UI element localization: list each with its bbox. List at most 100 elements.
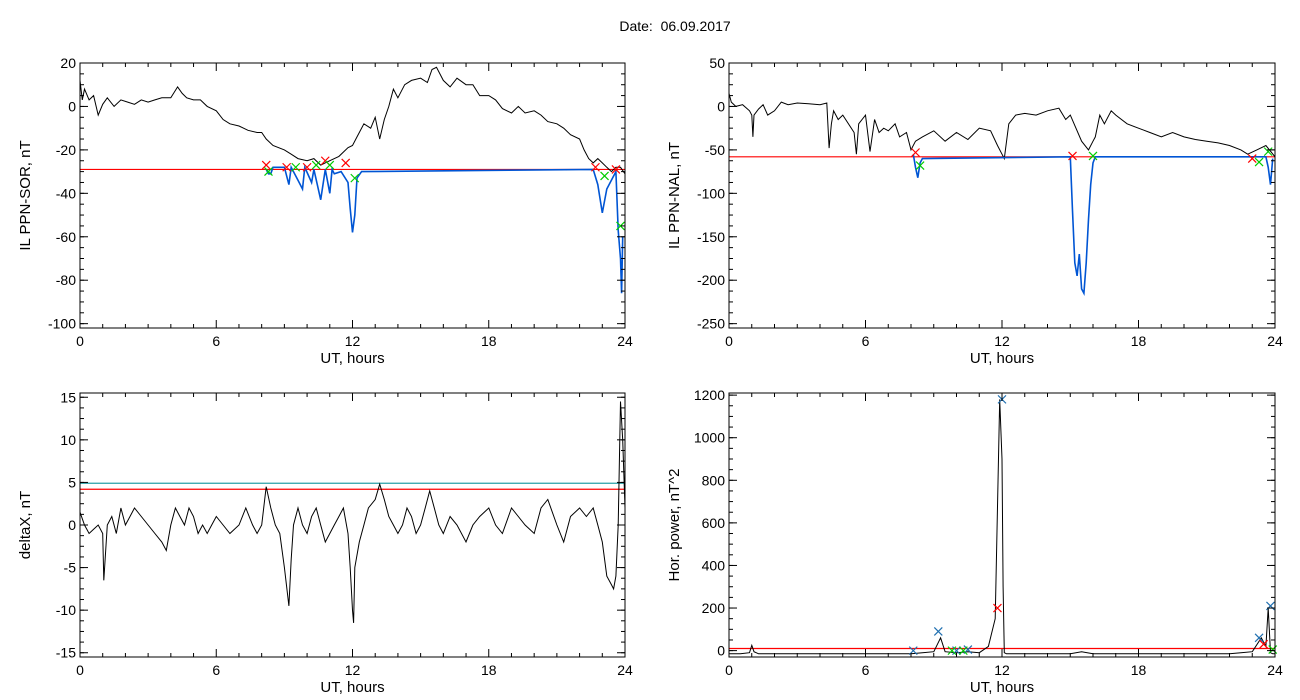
x-marker-stroke <box>958 646 968 656</box>
x-marker-stroke <box>325 160 335 170</box>
y-tick-label: 50 <box>709 55 725 71</box>
y-tick-label: 1000 <box>694 430 725 446</box>
y-axis-label: IL PPN-SOR, nT <box>17 140 34 250</box>
x-marker <box>611 165 621 174</box>
x-marker-stroke <box>350 173 360 183</box>
y-tick-label: -50 <box>705 142 725 158</box>
page-title: Date: 06.09.2017 <box>619 18 731 34</box>
y-tick-label: 15 <box>60 389 76 405</box>
y-tick-label: 20 <box>60 55 76 71</box>
x-marker <box>933 627 943 636</box>
x-marker <box>311 160 321 170</box>
x-marker <box>261 160 271 170</box>
y-tick-label: 0 <box>68 98 76 114</box>
x-marker-stroke <box>947 646 957 656</box>
x-marker-stroke <box>933 627 943 636</box>
x-tick-label: 24 <box>617 662 633 678</box>
plot-frame <box>79 62 626 329</box>
x-marker <box>911 148 920 157</box>
x-marker-stroke <box>311 160 321 170</box>
x-marker <box>350 173 360 183</box>
y-tick-label: -15 <box>56 645 76 661</box>
y-axis-label: Hor. power, nT^2 <box>666 469 683 582</box>
x-axis-label: UT, hours <box>970 350 1034 367</box>
x-marker <box>291 162 301 172</box>
x-marker <box>600 171 609 181</box>
y-tick-label: -200 <box>697 272 725 288</box>
x-marker <box>1247 154 1257 163</box>
x-marker <box>1254 157 1264 167</box>
x-marker-stroke <box>1247 154 1257 163</box>
event-series-line <box>265 164 624 294</box>
y-axis-label: IL PPN-NAL, nT <box>666 142 683 249</box>
x-marker <box>1254 633 1264 643</box>
x-tick-label: 6 <box>212 333 220 349</box>
y-tick-label: -40 <box>56 185 76 201</box>
x-tick-label: 12 <box>345 333 361 349</box>
panel-hor-power: 0 6 12 18 24 0 200 400 600 800 1000 1200 UT, hours Ho… <box>666 387 1283 696</box>
y-tick-label: -100 <box>48 316 76 332</box>
y-tick-label: 10 <box>60 432 76 448</box>
y-tick-label: 1200 <box>694 387 725 403</box>
x-axis-label: UT, hours <box>320 350 384 367</box>
event-series-line <box>912 154 1274 297</box>
panel-il-ppn-sor: 0 6 12 18 24 -100 -80 -60 -40 -20 0 20 UT, hours IL P… <box>17 55 633 367</box>
x-marker-stroke <box>291 162 301 172</box>
x-marker-stroke <box>911 148 920 157</box>
x-marker <box>1068 151 1077 161</box>
x-marker <box>616 221 625 231</box>
x-marker-stroke <box>1088 151 1098 161</box>
plot-frame <box>728 62 1276 329</box>
y-tick-label: 0 <box>68 517 76 533</box>
x-marker-stroke <box>616 221 625 231</box>
x-tick-label: 6 <box>862 662 870 678</box>
x-marker <box>591 162 600 172</box>
x-marker <box>1263 147 1273 157</box>
x-tick-label: 18 <box>481 333 497 349</box>
y-tick-label: -80 <box>56 272 76 288</box>
x-marker <box>1259 639 1269 649</box>
x-marker <box>1088 151 1098 161</box>
x-marker-stroke <box>915 161 925 170</box>
x-axis-label: UT, hours <box>970 679 1034 696</box>
y-tick-label: 200 <box>702 600 726 616</box>
x-tick-label: 6 <box>212 662 220 678</box>
x-tick-label: 0 <box>725 333 733 349</box>
x-tick-label: 24 <box>617 333 633 349</box>
panel-deltax: 0 6 12 18 24 -15 -10 -5 0 5 10 15 UT, hours deltaX, n… <box>17 389 633 696</box>
x-marker <box>302 162 312 172</box>
x-marker-stroke <box>611 165 621 174</box>
x-marker-stroke <box>261 160 271 170</box>
x-tick-label: 0 <box>725 662 733 678</box>
y-tick-label: 0 <box>717 98 725 114</box>
series-line <box>729 399 1275 655</box>
x-marker <box>993 603 1002 613</box>
plot-frame <box>79 392 626 658</box>
y-tick-label: -250 <box>697 316 725 332</box>
x-tick-label: 18 <box>1131 662 1147 678</box>
x-tick-label: 0 <box>76 333 84 349</box>
y-tick-label: 800 <box>702 472 726 488</box>
x-marker-stroke <box>1254 633 1264 643</box>
x-tick-label: 18 <box>1131 333 1147 349</box>
x-marker <box>282 162 292 172</box>
y-tick-label: -100 <box>697 185 725 201</box>
x-marker-stroke <box>302 162 312 172</box>
x-marker <box>264 167 273 177</box>
series-line <box>729 93 1275 161</box>
x-tick-label: 12 <box>994 333 1010 349</box>
x-tick-label: 6 <box>862 333 870 349</box>
x-marker-stroke <box>600 171 609 181</box>
x-tick-label: 12 <box>994 662 1010 678</box>
x-marker <box>341 158 351 168</box>
x-marker <box>958 646 968 656</box>
x-marker-stroke <box>341 158 351 168</box>
x-marker-stroke <box>1254 157 1264 167</box>
x-tick-label: 0 <box>76 662 84 678</box>
x-marker <box>947 646 957 656</box>
x-marker-stroke <box>1266 601 1275 611</box>
x-marker-stroke <box>1263 147 1273 157</box>
series-line <box>80 66 625 175</box>
x-tick-label: 24 <box>1267 662 1283 678</box>
